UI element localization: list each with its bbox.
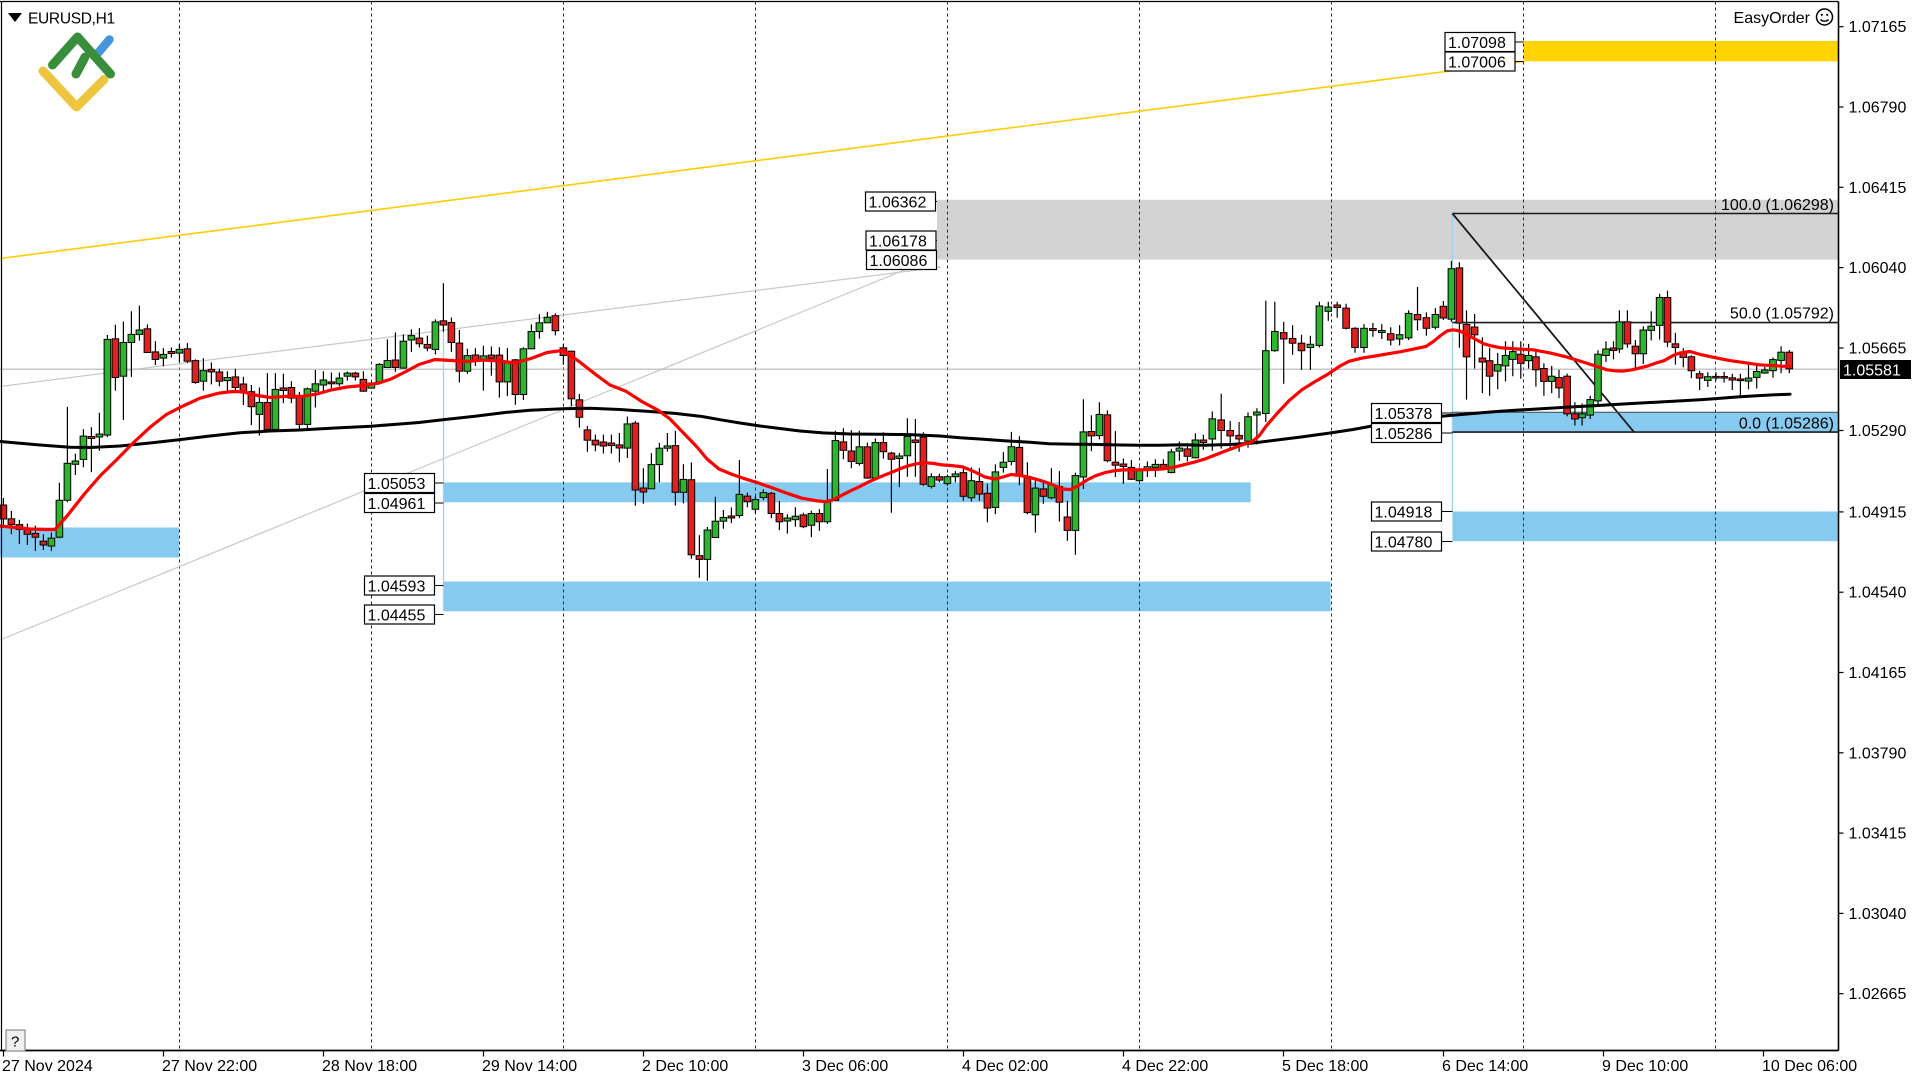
svg-text:1.05581: 1.05581	[1843, 363, 1901, 380]
svg-text:1.06362: 1.06362	[869, 195, 927, 212]
svg-text:2 Dec 10:00: 2 Dec 10:00	[642, 1058, 728, 1075]
svg-text:1.04593: 1.04593	[368, 579, 426, 596]
svg-text:50.0 (1.05792): 50.0 (1.05792)	[1730, 306, 1834, 323]
svg-text:27 Nov 22:00: 27 Nov 22:00	[162, 1058, 257, 1075]
svg-text:1.06790: 1.06790	[1849, 100, 1907, 117]
svg-text:1.04455: 1.04455	[368, 608, 426, 625]
svg-text:9 Dec 10:00: 9 Dec 10:00	[1602, 1058, 1688, 1075]
svg-text:6 Dec 14:00: 6 Dec 14:00	[1442, 1058, 1528, 1075]
svg-text:27 Nov 2024: 27 Nov 2024	[2, 1058, 93, 1075]
svg-text:1.04915: 1.04915	[1849, 504, 1907, 521]
svg-text:1.06415: 1.06415	[1849, 180, 1907, 197]
svg-text:1.06178: 1.06178	[869, 234, 927, 251]
svg-text:?: ?	[11, 1034, 19, 1051]
svg-text:28 Nov 18:00: 28 Nov 18:00	[322, 1058, 417, 1075]
svg-text:100.0 (1.06298): 100.0 (1.06298)	[1721, 197, 1834, 214]
svg-text:1.05378: 1.05378	[1375, 406, 1433, 423]
svg-text:1.04540: 1.04540	[1849, 585, 1907, 602]
svg-text:3 Dec 06:00: 3 Dec 06:00	[802, 1058, 888, 1075]
svg-text:0.0 (1.05286): 0.0 (1.05286)	[1739, 416, 1834, 433]
svg-text:1.05286: 1.05286	[1375, 426, 1433, 443]
svg-text:1.03415: 1.03415	[1849, 826, 1907, 843]
svg-text:1.05665: 1.05665	[1849, 341, 1907, 358]
svg-text:4 Dec 22:00: 4 Dec 22:00	[1122, 1058, 1208, 1075]
svg-text:1.07165: 1.07165	[1849, 19, 1907, 36]
svg-text:EasyOrder: EasyOrder	[1734, 10, 1811, 27]
svg-text:5 Dec 18:00: 5 Dec 18:00	[1282, 1058, 1368, 1075]
svg-text:1.05053: 1.05053	[368, 476, 426, 493]
svg-text:1.04780: 1.04780	[1375, 535, 1433, 552]
svg-text:1.07006: 1.07006	[1448, 55, 1506, 72]
svg-text:10 Dec 06:00: 10 Dec 06:00	[1762, 1058, 1857, 1075]
svg-text:EURUSD,H1: EURUSD,H1	[28, 11, 115, 28]
svg-text:1.06040: 1.06040	[1849, 260, 1907, 277]
svg-text:1.05290: 1.05290	[1849, 423, 1907, 440]
svg-text:29 Nov 14:00: 29 Nov 14:00	[482, 1058, 577, 1075]
svg-text:1.07098: 1.07098	[1448, 35, 1506, 52]
svg-text:1.03040: 1.03040	[1849, 906, 1907, 923]
svg-text:1.06086: 1.06086	[870, 253, 928, 270]
svg-text:1.04918: 1.04918	[1375, 505, 1433, 522]
svg-text:4 Dec 02:00: 4 Dec 02:00	[962, 1058, 1048, 1075]
svg-text:1.04961: 1.04961	[368, 496, 426, 513]
svg-text:1.03790: 1.03790	[1849, 745, 1907, 762]
svg-text:1.02665: 1.02665	[1849, 986, 1907, 1003]
svg-text:1.04165: 1.04165	[1849, 665, 1907, 682]
